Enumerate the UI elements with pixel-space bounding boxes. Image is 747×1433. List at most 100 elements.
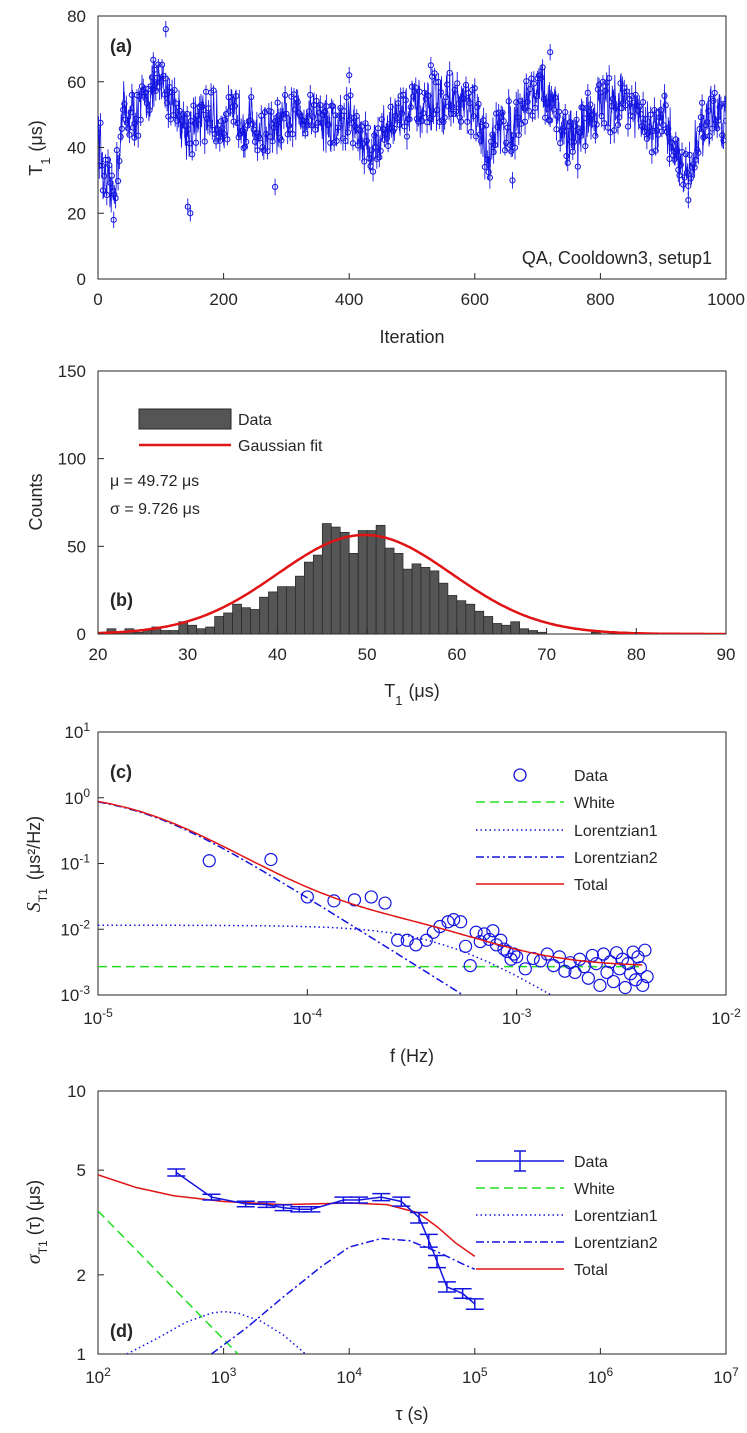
a-data-point bbox=[289, 131, 296, 138]
a-data-point bbox=[696, 125, 703, 133]
a-data-point bbox=[398, 110, 406, 117]
c-xtick-label-exp: -5 bbox=[102, 1006, 113, 1020]
b-histogram-bar bbox=[501, 624, 512, 634]
a-outlier-point bbox=[187, 210, 194, 217]
a-data-point bbox=[220, 130, 227, 137]
a-data-point bbox=[361, 158, 368, 165]
c-xtick-label-base: 10 bbox=[293, 1009, 312, 1028]
panel-c-ylabel-sub: T1 bbox=[36, 888, 50, 902]
legend-c-lor2-label: Lorentzian2 bbox=[574, 850, 658, 867]
a-data-point bbox=[155, 61, 162, 68]
a-data-point bbox=[334, 124, 341, 131]
a-data-point bbox=[369, 168, 377, 175]
a-data-point bbox=[479, 123, 486, 130]
c-data-point bbox=[593, 978, 607, 992]
a-data-point bbox=[437, 89, 444, 96]
legend-c-total-label: Total bbox=[574, 877, 608, 894]
c-ytick-label: 10-1 bbox=[60, 852, 90, 874]
a-data-point bbox=[520, 105, 527, 112]
c-data-point bbox=[596, 947, 611, 961]
a-data-point bbox=[687, 175, 694, 182]
a-data-point bbox=[254, 147, 261, 154]
d-xtick-label-base: 10 bbox=[713, 1368, 732, 1387]
a-ytick-label: 0 bbox=[77, 270, 86, 289]
a-data-point bbox=[123, 119, 130, 126]
b-histogram-bar bbox=[277, 586, 287, 634]
a-data-point bbox=[382, 130, 389, 138]
a-data-point bbox=[665, 125, 672, 132]
a-data-point bbox=[314, 119, 321, 126]
a-data-point bbox=[483, 122, 490, 129]
a-data-point bbox=[162, 75, 169, 82]
a-data-point bbox=[113, 147, 120, 154]
a-data-point bbox=[393, 115, 401, 122]
a-outlier-point bbox=[427, 62, 434, 69]
a-ytick-label: 60 bbox=[67, 73, 86, 92]
a-data-point bbox=[471, 85, 478, 92]
c-ytick-label-base: 10 bbox=[60, 920, 79, 939]
a-data-point bbox=[126, 131, 133, 138]
a-data-point bbox=[326, 121, 333, 128]
panel-c-ylabel-main: S bbox=[23, 902, 45, 912]
a-data-point bbox=[255, 133, 262, 140]
a-data-point bbox=[344, 129, 352, 136]
d-xtick-label: 105 bbox=[462, 1365, 488, 1387]
c-xtick-label-exp: -4 bbox=[311, 1006, 322, 1020]
panel-a-xlabel: Iteration bbox=[379, 327, 444, 347]
a-data-point bbox=[579, 104, 586, 111]
a-data-point bbox=[589, 111, 596, 118]
a-data-point bbox=[259, 144, 266, 151]
a-data-point bbox=[574, 163, 581, 170]
b-histogram-bar bbox=[402, 568, 413, 634]
b-xtick-label: 40 bbox=[268, 645, 287, 664]
a-data-point bbox=[582, 142, 589, 150]
a-outlier-point bbox=[509, 177, 516, 184]
a-data-point bbox=[575, 128, 583, 135]
panel-a-series bbox=[98, 20, 726, 229]
a-data-point bbox=[171, 86, 178, 94]
c-data-point bbox=[540, 947, 554, 961]
a-data-point bbox=[672, 136, 679, 143]
d-xtick-label-base: 10 bbox=[588, 1368, 607, 1387]
c-data-point bbox=[581, 971, 595, 985]
c-data-point bbox=[202, 854, 216, 868]
a-outlier-point bbox=[110, 216, 117, 223]
a-data-point bbox=[515, 131, 522, 139]
c-ytick-label-base: 10 bbox=[60, 986, 79, 1005]
a-data-point bbox=[347, 92, 354, 99]
c-xtick-label-exp: -2 bbox=[730, 1006, 741, 1020]
b-histogram-bar bbox=[259, 596, 269, 634]
a-data-point bbox=[273, 121, 280, 128]
svg-text:ST1(μs²/Hz): ST1 (μs²/Hz) bbox=[23, 816, 50, 912]
a-data-point bbox=[552, 94, 559, 101]
a-data-point bbox=[671, 156, 678, 163]
panel-d-ylabel-unit: (τ) (μs) bbox=[24, 1180, 44, 1235]
a-data-point bbox=[201, 138, 208, 145]
a-data-point bbox=[563, 152, 570, 160]
a-data-point bbox=[711, 89, 718, 97]
a-data-point bbox=[513, 99, 520, 106]
panel-b-ticks: 20 30 40 50 60 70 80 90 0 50 100 150 bbox=[58, 362, 736, 664]
a-xtick-label: 800 bbox=[586, 290, 614, 309]
a-data-point bbox=[107, 179, 114, 187]
a-data-point bbox=[467, 128, 475, 136]
a-data-point bbox=[308, 122, 315, 129]
a-data-point bbox=[657, 106, 664, 114]
c-data-point bbox=[419, 933, 433, 947]
a-data-point bbox=[640, 99, 647, 106]
a-data-point bbox=[611, 127, 618, 134]
a-data-point bbox=[378, 116, 385, 123]
d-ytick-label: 1 bbox=[77, 1345, 86, 1364]
panel-a-ylabel-main: T bbox=[26, 165, 46, 176]
panel-d-xlabel-text: τ (s) bbox=[395, 1404, 428, 1424]
a-data-point bbox=[199, 103, 206, 110]
c-data-point bbox=[391, 933, 405, 947]
a-data-point bbox=[714, 125, 721, 132]
a-data-point bbox=[636, 103, 643, 110]
b-histogram-bar bbox=[286, 586, 296, 634]
a-data-point bbox=[695, 149, 702, 156]
a-data-point bbox=[224, 136, 231, 143]
d-xtick-label-exp: 5 bbox=[481, 1365, 488, 1379]
a-data-point bbox=[412, 84, 419, 91]
a-data-point bbox=[358, 123, 365, 130]
